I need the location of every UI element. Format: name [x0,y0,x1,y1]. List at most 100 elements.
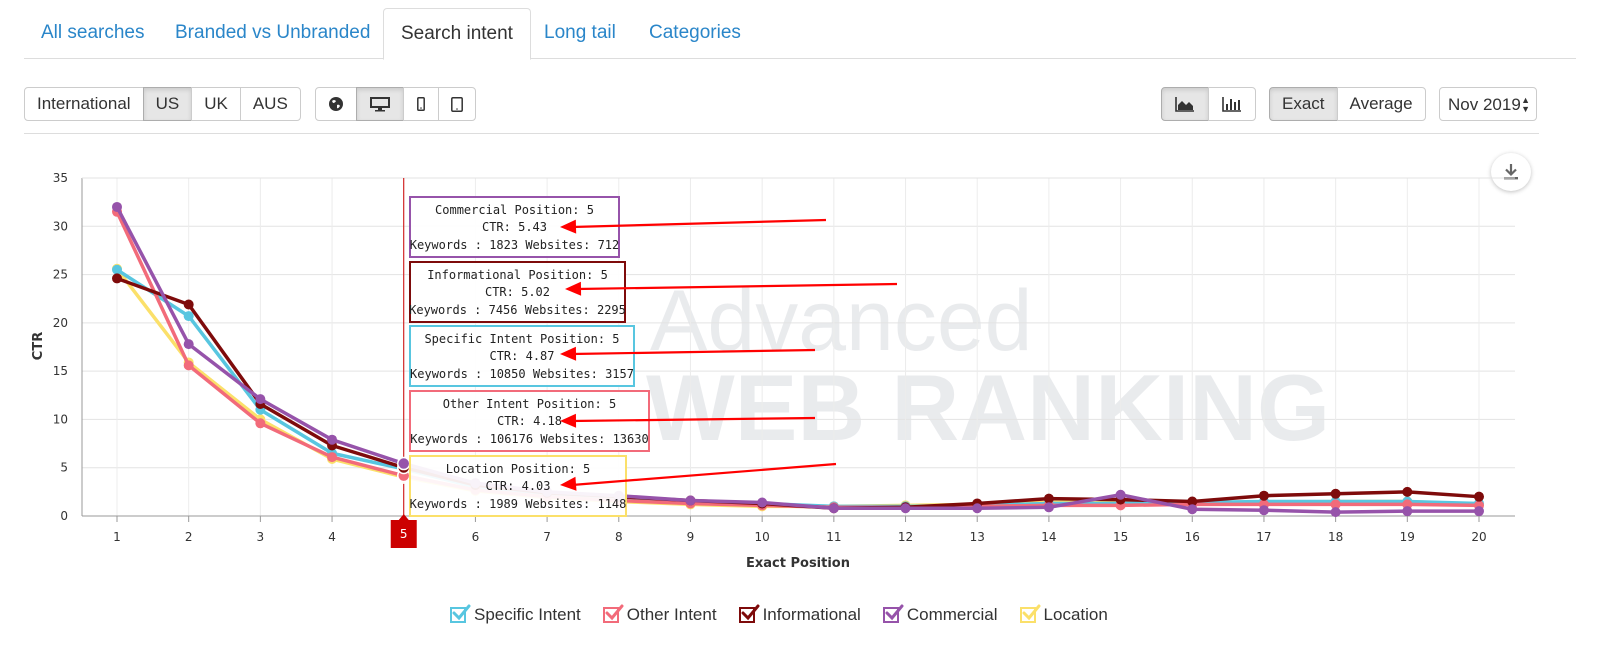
legend-item-informational[interactable]: Informational [738,604,861,625]
x-tick-label: 1 [113,530,121,544]
data-point-other[interactable] [327,452,338,463]
data-point-commercial[interactable] [1402,506,1413,517]
tooltip-detail: Keywords : 106176 Websites: 13630 [410,432,648,446]
data-point-informational[interactable] [1402,486,1413,497]
data-point-other[interactable] [255,418,266,429]
data-point-commercial[interactable] [972,503,983,514]
data-point-commercial[interactable] [396,456,411,471]
data-point-commercial[interactable] [1187,504,1198,515]
legend-item-specific[interactable]: Specific Intent [450,604,581,625]
tooltip-ctr: CTR: 4.18 [497,414,562,428]
device-all-button[interactable] [315,87,357,121]
select-arrows-icon: ▲ ▼ [1521,95,1530,114]
annotation-arrow-line [576,282,898,291]
annotation-arrow-head [560,476,577,491]
area-chart-icon [1175,97,1194,112]
device-mobile-button[interactable] [403,87,439,121]
data-point-informational[interactable] [1258,490,1269,501]
tooltip-specific [409,325,635,387]
tooltip-detail: Keywords : 10850 Websites: 3157 [410,367,634,381]
tab-branded-vs-unbranded[interactable]: Branded vs Unbranded [175,22,371,43]
tooltip-ctr: CTR: 4.03 [485,479,550,493]
tooltip-ctr: CTR: 5.02 [485,285,550,299]
annotation-arrow-head [560,219,577,234]
data-point-commercial[interactable] [828,503,839,514]
tab-all-searches[interactable]: All searches [41,22,145,43]
data-point-specific[interactable] [183,311,194,322]
data-point-commercial[interactable] [1474,506,1484,517]
x-tick-label: 11 [826,530,841,544]
data-point-other[interactable] [1330,499,1341,510]
bar-chart-button[interactable] [1208,87,1256,121]
tab-long-tail[interactable]: Long tail [544,22,616,43]
data-point-other[interactable] [183,360,194,371]
region-uk-button[interactable]: UK [191,87,241,121]
tooltip-ctr: CTR: 5.43 [482,220,547,234]
x-tick-label: 9 [687,530,695,544]
x-tick-label: 13 [970,530,985,544]
data-point-commercial[interactable] [757,497,768,508]
data-point-commercial[interactable] [1330,507,1341,518]
region-us-button[interactable]: US [142,87,193,121]
device-desktop-button[interactable] [356,87,404,121]
region-international-button[interactable]: International [24,87,144,121]
data-point-commercial[interactable] [685,495,696,506]
tab-search-intent[interactable]: Search intent [383,8,531,60]
data-point-commercial[interactable] [900,503,911,514]
annotation-arrow-line [571,462,837,487]
tooltip-informational [409,261,626,323]
legend-item-other[interactable]: Other Intent [602,604,717,625]
date-select[interactable]: Nov 2019 ▲ ▼ [1439,87,1537,121]
annotation-arrow-line [571,218,827,229]
toolbar-divider [24,133,1539,134]
annotation-arrows [560,218,898,491]
data-point-commercial[interactable] [255,394,266,405]
data-point-informational[interactable] [1043,493,1054,504]
mode-exact-button[interactable]: Exact [1269,87,1338,121]
tab-categories[interactable]: Categories [649,22,741,43]
x-tick-label: 19 [1400,530,1415,544]
x-tick-label: 17 [1256,530,1271,544]
data-point-commercial[interactable] [112,201,122,212]
x-tick-label: 12 [898,530,913,544]
area-chart-button[interactable] [1161,87,1209,121]
y-tick-label: 0 [60,509,68,523]
watermark: Advanced WEB RANKING [646,273,1330,460]
x-tick-label: 7 [543,530,551,544]
x-tick-label: 18 [1328,530,1343,544]
data-point-commercial[interactable] [1115,489,1126,500]
tab-bar: All searches Branded vs Unbranded Search… [24,8,1576,60]
tooltip-header: Specific Intent Position: 5 [424,332,619,346]
data-point-commercial[interactable] [327,434,338,445]
annotation-arrow-head [565,281,582,296]
x-tick-label: 20 [1471,530,1486,544]
legend-label: Specific Intent [474,605,581,624]
data-point-informational[interactable] [112,273,122,284]
data-point-informational[interactable] [183,299,194,310]
data-point-commercial[interactable] [1258,505,1269,516]
legend-item-commercial[interactable]: Commercial [882,604,998,625]
device-tablet-button[interactable] [438,87,476,121]
data-point-informational[interactable] [1187,496,1198,507]
x-tick-label: 6 [472,530,480,544]
region-aus-button[interactable]: AUS [239,87,301,121]
mode-average-button[interactable]: Average [1336,87,1426,121]
y-tick-label: 5 [60,461,68,475]
data-point-commercial[interactable] [183,339,194,350]
download-button[interactable] [1491,153,1531,191]
x-axis-label: Exact Position [746,556,850,571]
legend-item-location[interactable]: Location [1019,604,1108,625]
desktop-icon [370,97,390,112]
tooltip-detail: Keywords : 1823 Websites: 712 [410,238,620,252]
data-point-informational[interactable] [1474,491,1484,502]
data-point-specific[interactable] [112,264,122,275]
data-point-informational[interactable] [1330,488,1341,499]
x-tick-label-highlight: 5 [400,527,408,541]
checkbox-checked-icon [602,604,624,623]
checkbox-checked-icon [1019,604,1041,623]
data-point-commercial[interactable] [1043,502,1054,513]
y-tick-label: 10 [53,412,68,426]
tooltip-header: Commercial Position: 5 [435,203,594,217]
